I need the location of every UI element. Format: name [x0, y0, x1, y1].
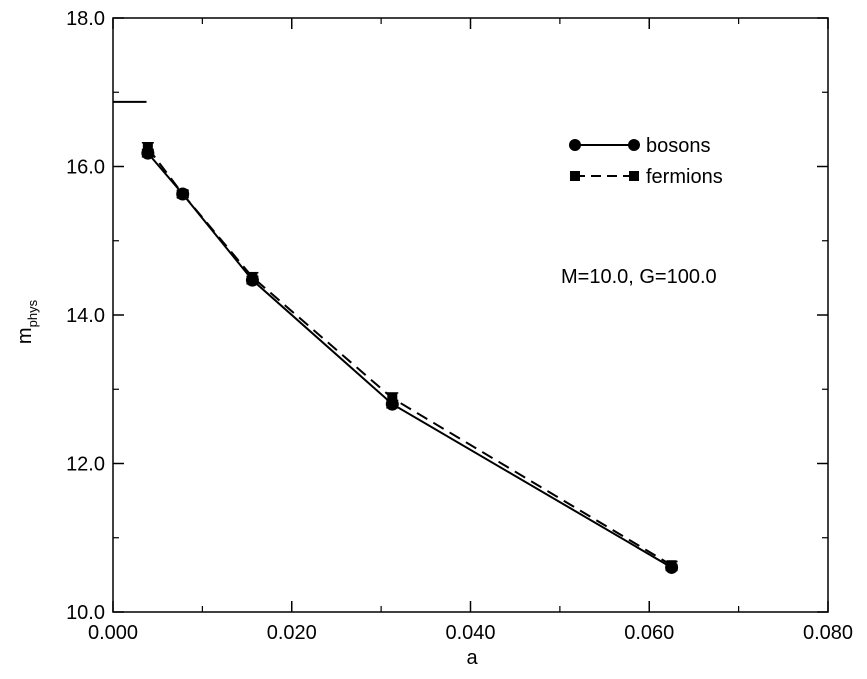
- y-axis-ticks: 10.0 12.0 14.0 16.0 18.0: [66, 8, 828, 624]
- legend-label-bosons: bosons: [646, 135, 711, 157]
- legend-marker-fermions: [570, 171, 580, 181]
- x-axis-title: a: [466, 647, 478, 669]
- y-tick-label: 16.0: [66, 157, 105, 179]
- legend-marker-bosons: [628, 139, 640, 151]
- y-tick-label: 12.0: [66, 454, 105, 476]
- y-tick-label: 14.0: [66, 305, 105, 327]
- plot-frame: [112, 17, 829, 613]
- legend-label-fermions: fermions: [646, 166, 723, 188]
- data-point-fermions: [177, 188, 188, 199]
- y-axis-title-main: m: [14, 327, 36, 344]
- legend-marker-fermions: [629, 171, 639, 181]
- y-axis-title: mphys: [14, 299, 40, 344]
- x-axis-ticks: 0.000 0.020 0.040 0.060 0.080: [88, 18, 853, 644]
- data-point-fermions: [387, 393, 398, 404]
- x-tick-label: 0.000: [88, 622, 138, 644]
- x-tick-label: 0.060: [624, 622, 674, 644]
- data-point-fermions: [666, 560, 677, 571]
- series-fermions: [141, 141, 678, 571]
- y-tick-label: 10.0: [66, 602, 105, 624]
- data-point-fermions: [142, 142, 153, 153]
- series-line-bosons: [147, 152, 673, 569]
- series-line-fermions: [147, 147, 673, 567]
- legend: bosons fermions: [569, 135, 723, 188]
- data-point-fermions: [247, 272, 258, 283]
- legend-marker-bosons: [569, 139, 581, 151]
- x-tick-label: 0.020: [267, 622, 317, 644]
- parameter-annotation: M=10.0, G=100.0: [561, 266, 717, 288]
- x-tick-label: 0.040: [445, 622, 495, 644]
- series-group: [113, 100, 679, 574]
- y-axis-title-subscript: phys: [25, 299, 40, 327]
- x-tick-label: 0.080: [803, 622, 853, 644]
- series-bosons: [141, 146, 679, 574]
- y-tick-label: 18.0: [66, 8, 105, 30]
- plot-area-border: [112, 17, 829, 613]
